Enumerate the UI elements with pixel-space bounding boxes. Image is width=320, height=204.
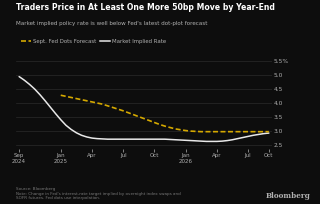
Text: Traders Price in At Least One More 50bp Move by Year-End: Traders Price in At Least One More 50bp … [16,3,275,12]
Text: Market implied policy rate is well below Fed's latest dot-plot forecast: Market implied policy rate is well below… [16,21,207,27]
Text: Bloomberg: Bloomberg [266,192,310,200]
Legend: Sept. Fed Dots Forecast, Market Implied Rate: Sept. Fed Dots Forecast, Market Implied … [19,36,169,46]
Text: Source: Bloomberg
Note: Change in Fed's interest-rate target implied by overnigh: Source: Bloomberg Note: Change in Fed's … [16,187,181,201]
